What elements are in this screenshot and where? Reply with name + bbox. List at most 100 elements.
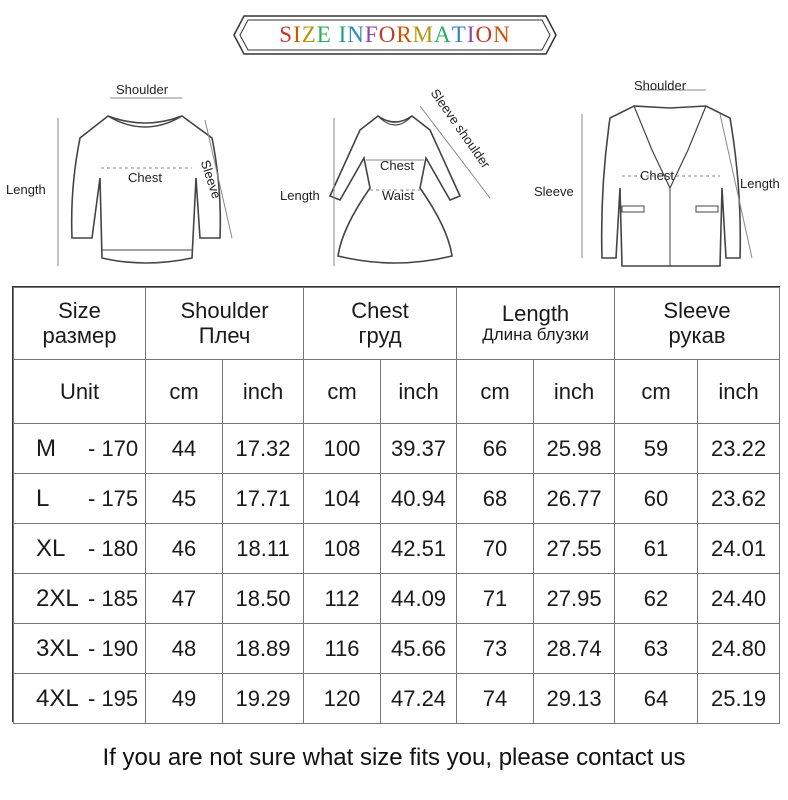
banner-letter: N [493,22,511,47]
unit-row: Unit cm inch cm inch cm inch cm inch [13,359,781,424]
banner-letter: R [396,22,413,47]
unit-inch: inch [221,359,305,424]
size-label: M [36,434,56,462]
cell-chest-in: 45.66 [380,623,458,674]
sleeve-header: Sleeve рукав [614,287,781,360]
cell-length-cm: 70 [456,523,535,574]
cell-shoulder-in: 18.50 [221,573,305,624]
banner-letter: I [466,22,476,47]
banner-letter: T [451,22,467,47]
cell-length-in: 25.98 [533,423,616,474]
cell-shoulder-cm: 46 [145,523,223,574]
cell-chest-cm: 100 [303,423,382,474]
cell-shoulder-cm: 45 [145,473,223,524]
cell-length-in: 26.77 [533,473,616,524]
height-label: - 185 [88,585,139,611]
header-row: Size размер Shoulder Плеч Chest груд Len… [13,287,781,360]
size-cell: XL - 180 [13,523,146,574]
cell-length-cm: 73 [456,623,535,674]
table-row: 3XL - 190 48 18.89 116 45.66 73 28.74 63 24.80 [13,623,781,674]
cell-shoulder-cm: 47 [145,573,223,624]
unit-inch: inch [697,359,781,424]
cell-shoulder-in: 18.11 [221,523,305,574]
size-header: Size размер [13,287,146,360]
banner-frame [233,15,557,55]
table-row: 2XL - 185 47 18.50 112 44.09 71 27.95 62 24.40 [13,573,781,624]
sweater-shoulder-label: Shoulder [116,82,169,97]
cell-length-in: 29.13 [533,673,616,724]
size-table: Size размер Shoulder Плеч Chest груд Len… [12,286,781,724]
banner-letter: M [412,22,435,47]
cell-sleeve-in: 23.62 [697,473,781,524]
cell-length-cm: 71 [456,573,535,624]
cell-shoulder-in: 17.32 [221,423,305,474]
cell-shoulder-cm: 44 [145,423,223,474]
size-label: 3XL [36,634,79,662]
cell-chest-cm: 104 [303,473,382,524]
dress-chest-label: Chest [380,158,414,173]
cell-sleeve-in: 24.01 [697,523,781,574]
jacket-sleeve-label: Sleeve [534,184,574,199]
jacket-figure: Shoulder Chest Sleeve Length [530,78,788,278]
cell-length-in: 27.55 [533,523,616,574]
cell-chest-in: 42.51 [380,523,458,574]
cell-length-cm: 68 [456,473,535,524]
cell-chest-in: 40.94 [380,473,458,524]
unit-cm: cm [145,359,223,424]
cell-sleeve-cm: 59 [614,423,699,474]
chest-header: Chest груд [303,287,458,360]
size-chart-table: Size размер Shoulder Плеч Chest груд Len… [13,287,781,724]
size-label: L [36,484,50,512]
dress-figure: Sleeve shoulder Chest Waist Length [270,78,520,278]
cell-shoulder-in: 19.29 [221,673,305,724]
height-label: - 175 [88,485,139,511]
jacket-chest-label: Chest [640,168,674,183]
cell-chest-cm: 120 [303,673,382,724]
banner-letter: F [364,22,379,47]
table-row: XL - 180 46 18.11 108 42.51 70 27.55 61 24.01 [13,523,781,574]
jacket-sketch [581,89,753,267]
unit-cm: cm [614,359,699,424]
unit-cm: cm [456,359,535,424]
cell-length-cm: 74 [456,673,535,724]
banner-letter: I [338,22,348,47]
jacket-length-label: Length [740,176,780,191]
size-label: 4XL [36,684,79,712]
cell-length-cm: 66 [456,423,535,474]
contact-note: If you are not sure what size fits you, … [102,744,686,771]
cell-sleeve-in: 24.40 [697,573,781,624]
cell-sleeve-in: 23.22 [697,423,781,474]
banner-letter [332,22,339,48]
cell-sleeve-in: 25.19 [697,673,781,724]
banner-letter: O [475,22,494,47]
unit-inch: inch [380,359,458,424]
cell-length-in: 28.74 [533,623,616,674]
height-label: - 195 [88,685,139,711]
unit-inch: inch [533,359,616,424]
size-cell: 3XL - 190 [13,623,146,674]
cell-shoulder-cm: 48 [145,623,223,674]
cell-chest-cm: 112 [303,573,382,624]
cell-length-in: 27.95 [533,573,616,624]
banner-letter: E [316,22,332,47]
cell-chest-cm: 108 [303,523,382,574]
cell-shoulder-in: 18.89 [221,623,305,674]
size-cell: M - 170 [13,423,146,474]
cell-shoulder-in: 17.71 [221,473,305,524]
size-cell: 2XL - 185 [13,573,146,624]
banner-letter: S [279,22,294,47]
table-row: 4XL - 195 49 19.29 120 47.24 74 29.13 64 25.19 [13,673,781,724]
dress-length-label: Length [280,188,320,203]
shoulder-header: Shoulder Плеч [144,287,305,360]
cell-chest-cm: 116 [303,623,382,674]
cell-sleeve-cm: 61 [614,523,699,574]
table-row: L - 175 45 17.71 104 40.94 68 26.77 60 23.62 [13,473,781,524]
jacket-shoulder-label: Shoulder [634,78,687,93]
size-label: XL [36,534,66,562]
height-label: - 170 [88,435,139,461]
banner-letter: A [434,22,452,47]
size-cell: L - 175 [13,473,146,524]
unit-cm: cm [303,359,382,424]
